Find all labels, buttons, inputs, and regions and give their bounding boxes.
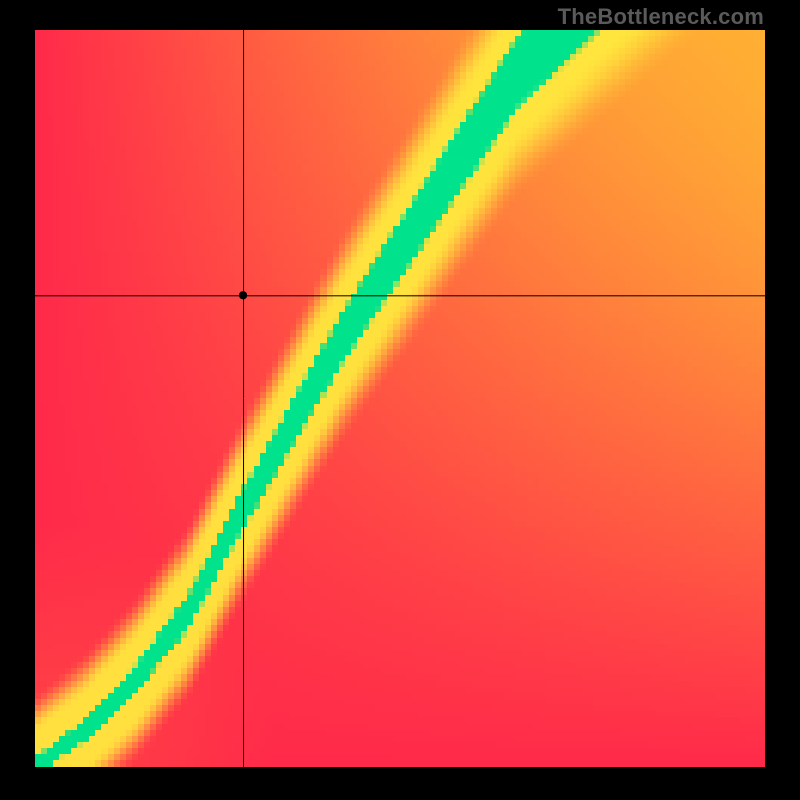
heatmap-plot <box>35 30 765 767</box>
chart-frame: { "watermark": "TheBottleneck.com", "cha… <box>0 0 800 800</box>
heatmap-canvas <box>35 30 765 767</box>
watermark-text: TheBottleneck.com <box>558 4 764 30</box>
